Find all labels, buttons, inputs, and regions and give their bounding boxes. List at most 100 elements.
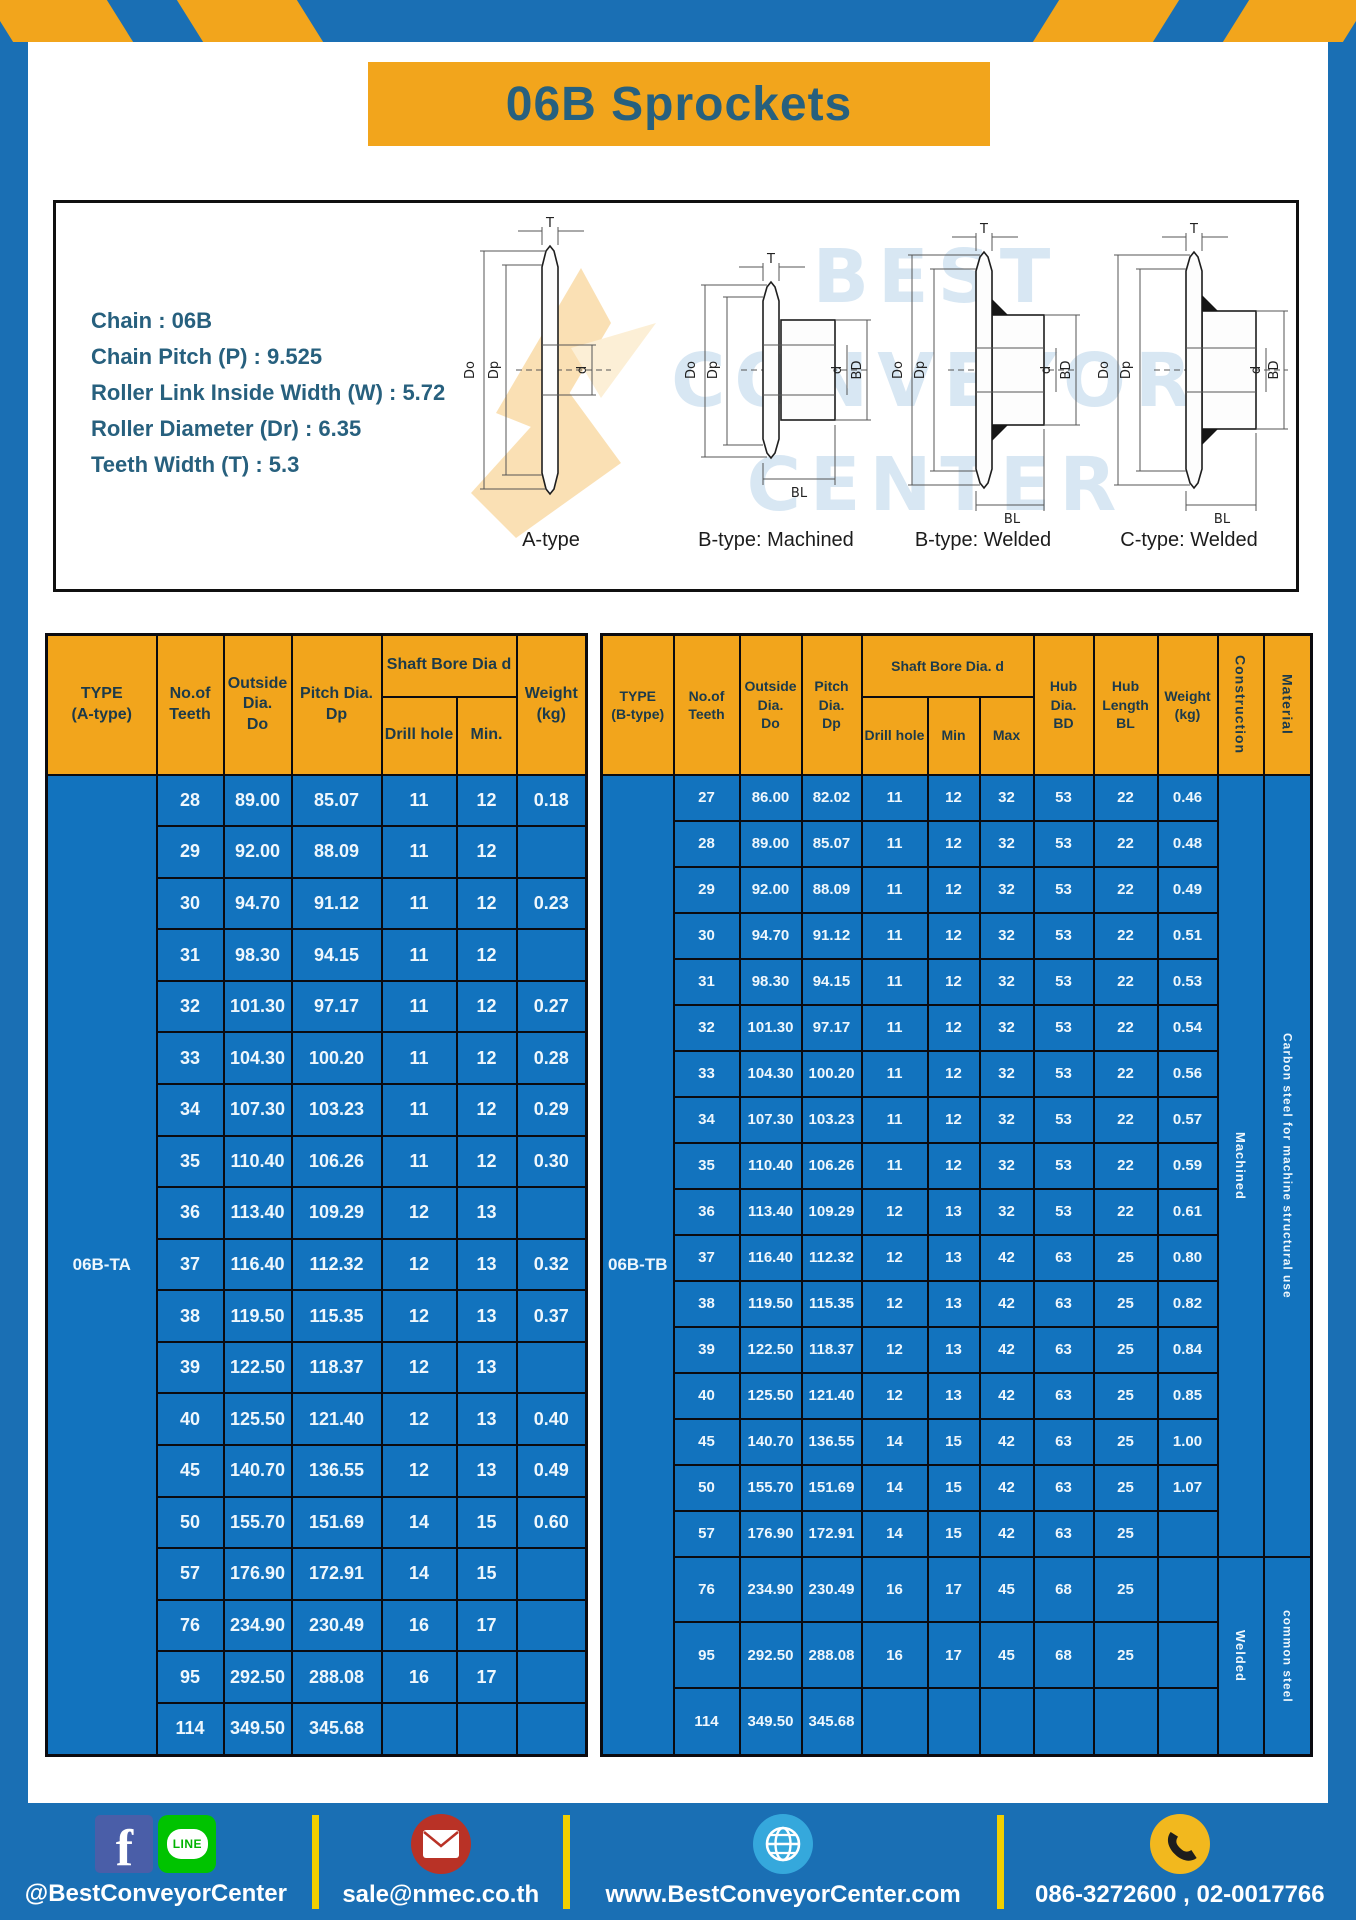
hazard-stripe xyxy=(1219,0,1356,42)
table-a-cell: 12 xyxy=(380,1186,458,1240)
table-a-cell: 92.00 xyxy=(222,825,293,879)
table-b-cell: 15 xyxy=(926,1463,981,1512)
table-b-row: 36 113.40 109.29 12 13 32 53 22 0.61 xyxy=(602,1187,1312,1236)
diagram-caption: B-type: Machined xyxy=(698,529,854,551)
table-b-row: 35 110.40 106.26 11 12 32 53 22 0.59 xyxy=(602,1141,1312,1190)
svg-text:d: d xyxy=(575,366,590,374)
table-b-cell: 119.50 xyxy=(738,1279,803,1328)
table-a-row: 36 113.40 109.29 12 13 xyxy=(47,1186,588,1240)
table-b-cell: 25 xyxy=(1092,1325,1159,1374)
table-a-cell: 116.40 xyxy=(222,1237,293,1292)
table-a-cell: 110.40 xyxy=(222,1134,293,1189)
table-b-cell: 68 xyxy=(1032,1621,1095,1690)
table-a-cell: 0.28 xyxy=(515,1031,588,1085)
table-b-cell: 42 xyxy=(978,1233,1035,1282)
table-a-cell: 91.12 xyxy=(290,876,383,931)
diagram-caption: A-type xyxy=(522,529,580,551)
table-a-cell: 12 xyxy=(455,1082,518,1137)
svg-text:d: d xyxy=(1039,366,1054,374)
hazard-stripe xyxy=(0,0,137,42)
table-b-cell: 22 xyxy=(1092,1187,1159,1236)
table-a: TYPE (A-type) No.of Teeth Outside Dia. D… xyxy=(45,633,588,1757)
table-a-cell: 100.20 xyxy=(290,1031,383,1085)
svg-text:Dp: Dp xyxy=(1119,361,1134,379)
table-b-cell: 0.49 xyxy=(1156,865,1219,914)
table-a-cell: 234.90 xyxy=(222,1598,293,1653)
table-a-cell: 12 xyxy=(455,876,518,931)
table-a-cell: 13 xyxy=(455,1289,518,1343)
table-a-cell: 0.29 xyxy=(515,1082,588,1137)
table-b-row: 33 104.30 100.20 11 12 32 53 22 0.56 xyxy=(602,1049,1312,1098)
title-banner: 06B Sprockets xyxy=(368,62,990,146)
table-a-cell: 30 xyxy=(155,876,225,931)
svg-text:Dp: Dp xyxy=(706,361,721,379)
table-a-cell xyxy=(515,1598,588,1653)
table-a-cell: 85.07 xyxy=(290,773,383,828)
table-b-cell: 11 xyxy=(860,773,929,822)
table-b-cell: 0.53 xyxy=(1156,957,1219,1006)
table-a-cell: 13 xyxy=(455,1392,518,1447)
col-header-min: Min xyxy=(926,695,981,776)
table-b-cell: 12 xyxy=(926,1095,981,1144)
table-b-cell: 32 xyxy=(978,1141,1035,1190)
table-b-cell: 1.07 xyxy=(1156,1463,1219,1512)
table-a-cell: 11 xyxy=(380,1031,458,1085)
table-a-cell: 15 xyxy=(455,1495,518,1550)
svg-text:BD: BD xyxy=(850,361,865,380)
table-a-cell: 118.37 xyxy=(290,1340,383,1395)
table-a-cell: 12 xyxy=(455,825,518,879)
table-a-cell: 11 xyxy=(380,825,458,879)
table-b-cell: 151.69 xyxy=(800,1463,863,1512)
table-b-cell: 107.30 xyxy=(738,1095,803,1144)
email-icon xyxy=(410,1814,471,1874)
table-a-row: 39 122.50 118.37 12 13 xyxy=(47,1340,588,1395)
table-a-wrap: TYPE (A-type) No.of Teeth Outside Dia. D… xyxy=(45,633,588,1757)
col-header-material: Material xyxy=(1262,633,1313,776)
table-a-cell: 76 xyxy=(155,1598,225,1653)
table-a-row: 35 110.40 106.26 11 12 0.30 xyxy=(47,1134,588,1189)
table-a-cell: 112.32 xyxy=(290,1237,383,1292)
table-b-cell: 53 xyxy=(1032,911,1095,960)
table-b-cell: 16 xyxy=(860,1621,929,1690)
table-b-cell: 12 xyxy=(926,1003,981,1052)
table-b-cell: 12 xyxy=(926,911,981,960)
table-b-cell: 0.48 xyxy=(1156,819,1219,868)
table-b-cell: 32 xyxy=(978,1049,1035,1098)
diagram-b-type-welded: T Do Dp d BD BL B-type: Welded xyxy=(878,215,1088,552)
table-b-cell: 82.02 xyxy=(800,773,863,822)
table-a-cell: 0.37 xyxy=(515,1289,588,1343)
table-a-cell: 12 xyxy=(455,773,518,828)
table-a-cell: 16 xyxy=(380,1650,458,1704)
table-a-cell: 28 xyxy=(155,773,225,828)
table-b-cell: 92.00 xyxy=(738,865,803,914)
table-b-cell: 12 xyxy=(926,1141,981,1190)
table-a-cell: 97.17 xyxy=(290,979,383,1034)
table-b-cell: 32 xyxy=(978,819,1035,868)
col-header-pitch-dia: Pitch Dia. Dp xyxy=(800,633,863,776)
table-b-cell xyxy=(978,1687,1035,1757)
table-b-cell: 33 xyxy=(672,1049,741,1098)
table-a-cell: 0.60 xyxy=(515,1495,588,1550)
hazard-stripe xyxy=(1029,0,1183,42)
table-b-cell: 42 xyxy=(978,1279,1035,1328)
table-a-cell: 12 xyxy=(455,928,518,982)
footer-social: f LINE @BestConveyorCenter xyxy=(0,1803,312,1920)
table-b-cell: 1.00 xyxy=(1156,1417,1219,1466)
table-b-cell: 17 xyxy=(926,1621,981,1690)
table-b: TYPE (B-type) No.of Teeth Outside Dia. D… xyxy=(600,633,1314,1757)
facebook-icon: f xyxy=(95,1815,154,1874)
table-b-cell: 125.50 xyxy=(738,1371,803,1420)
table-b-cell: 63 xyxy=(1032,1463,1095,1512)
table-b-cell: 63 xyxy=(1032,1417,1095,1466)
col-header-outside-dia: Outside Dia. Do xyxy=(738,633,803,776)
col-header-drill-hole: Drill hole xyxy=(860,695,929,776)
table-b-cell: 17 xyxy=(926,1555,981,1624)
diagram-panel: Chain : 06B Chain Pitch (P) : 9.525 Roll… xyxy=(53,200,1299,592)
table-b-cell: 12 xyxy=(926,819,981,868)
col-header-drill-hole: Drill hole xyxy=(380,695,458,776)
table-b-cell: 36 xyxy=(672,1187,741,1236)
svg-text:BD: BD xyxy=(1267,361,1282,380)
table-b-body: 06B-TB 27 86.00 82.02 11 12 32 53 22 0.46 Machined… xyxy=(600,773,1313,1757)
table-b-cell: 91.12 xyxy=(800,911,863,960)
table-b-cell: 104.30 xyxy=(738,1049,803,1098)
